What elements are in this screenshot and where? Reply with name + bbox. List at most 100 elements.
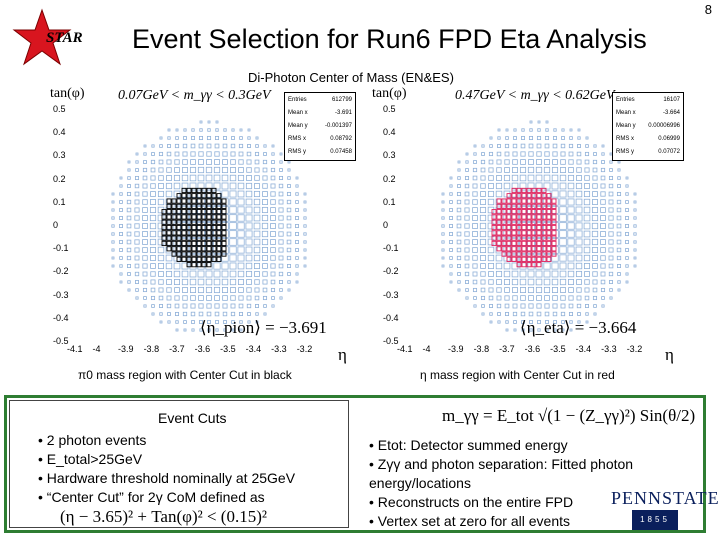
histogram-bin <box>544 159 550 165</box>
center-cut-bin <box>491 240 497 247</box>
histogram-bin <box>449 240 453 244</box>
histogram-bin <box>213 182 221 190</box>
center-cut-bin <box>546 214 552 220</box>
histogram-bin <box>616 207 622 213</box>
histogram-bin <box>633 200 637 204</box>
center-cut-bin <box>216 209 222 215</box>
center-cut-bin <box>171 198 177 204</box>
center-cut-bin <box>166 230 172 236</box>
histogram-bin <box>174 159 180 165</box>
histogram-bin <box>286 207 292 213</box>
histogram-bin <box>609 296 613 300</box>
histogram-bin <box>261 230 269 238</box>
center-cut-bin <box>526 219 532 225</box>
center-cut-bin <box>536 262 542 268</box>
histogram-bin <box>198 295 204 301</box>
histogram-bin <box>513 136 517 140</box>
histogram-bin <box>592 255 598 261</box>
histogram-bin <box>230 295 236 301</box>
histogram-bin <box>150 255 156 261</box>
histogram-bin <box>182 159 188 165</box>
histogram-bin <box>609 160 613 164</box>
center-cut-bin <box>176 219 182 225</box>
center-cut-bin <box>516 219 522 225</box>
center-cut-bin <box>181 240 187 247</box>
histogram-bin <box>151 144 155 148</box>
histogram-bin <box>560 287 566 293</box>
center-cut-bin <box>516 256 522 262</box>
histogram-bin <box>481 312 485 316</box>
histogram-bin <box>213 286 221 294</box>
histogram-bin <box>189 166 197 174</box>
histogram-bin <box>449 200 453 204</box>
center-cut-bin <box>531 246 537 252</box>
center-cut-bin <box>186 219 192 225</box>
histogram-bin <box>553 128 557 132</box>
histogram-bin <box>568 151 574 157</box>
histogram-bin <box>263 144 267 148</box>
histogram-bin <box>576 167 582 173</box>
center-cut-bin <box>201 224 207 231</box>
histogram-bin <box>157 206 165 214</box>
histogram-bin <box>158 183 164 189</box>
center-cut-bin <box>166 240 172 247</box>
histogram-bin <box>527 286 535 294</box>
histogram-bin <box>520 311 526 317</box>
center-cut-bin <box>211 193 217 199</box>
histogram-bin <box>111 224 115 228</box>
histogram-bin <box>487 238 495 246</box>
center-cut-bin <box>501 209 507 215</box>
center-cut-bin <box>176 230 182 236</box>
histogram-bin <box>214 311 220 317</box>
histogram-bin <box>601 296 605 300</box>
histogram-bin <box>254 295 260 301</box>
histogram-bin <box>159 144 163 148</box>
histogram-bin <box>261 206 269 214</box>
histogram-bin <box>229 198 237 206</box>
histogram-bin <box>472 167 478 173</box>
histogram-bin <box>223 136 227 140</box>
y-tick-label: -0.4 <box>383 312 399 323</box>
center-cut-bin <box>221 251 227 257</box>
histogram-bin <box>583 190 591 198</box>
histogram-bin <box>173 262 181 270</box>
histogram-bin <box>593 304 597 308</box>
histogram-bin <box>495 262 503 270</box>
histogram-bin <box>158 271 164 277</box>
histogram-bin <box>600 247 606 253</box>
histogram-bin <box>278 247 284 253</box>
center-cut-bin <box>531 214 537 220</box>
center-cut-bin <box>201 235 207 241</box>
center-cut-bin <box>501 203 507 209</box>
x-tick-label: -3.5 <box>220 344 236 354</box>
center-cut-bin <box>511 214 517 220</box>
histogram-bin <box>617 168 621 172</box>
center-cut-bin <box>541 203 547 209</box>
histogram-bin <box>528 135 534 141</box>
histogram-bin <box>472 223 478 229</box>
histogram-bin <box>270 279 276 285</box>
histogram-bin <box>253 190 261 198</box>
histogram-bin <box>559 190 567 198</box>
histogram-bin <box>568 287 574 293</box>
center-cut-bin <box>211 251 217 257</box>
histogram-bin <box>519 174 527 182</box>
center-cut-bin <box>181 256 187 262</box>
event-cuts-heading: Event Cuts <box>158 410 227 426</box>
histogram-bin <box>561 128 565 132</box>
center-cut-bin <box>196 256 202 262</box>
histogram-bin <box>197 166 205 174</box>
y-tick-label: -0.2 <box>53 266 69 277</box>
histogram-bin <box>552 287 558 293</box>
histogram-bin <box>559 246 567 254</box>
histogram-bin <box>472 255 478 261</box>
histogram-bin <box>189 278 197 286</box>
center-cut-bin <box>546 256 552 262</box>
histogram-bin <box>142 263 148 269</box>
histogram-bin <box>134 199 140 205</box>
histogram-bin <box>142 247 148 253</box>
histogram-bin <box>473 160 477 164</box>
histogram-bin <box>279 288 283 292</box>
center-cut-bin <box>196 224 202 231</box>
histogram-bin <box>183 328 187 332</box>
